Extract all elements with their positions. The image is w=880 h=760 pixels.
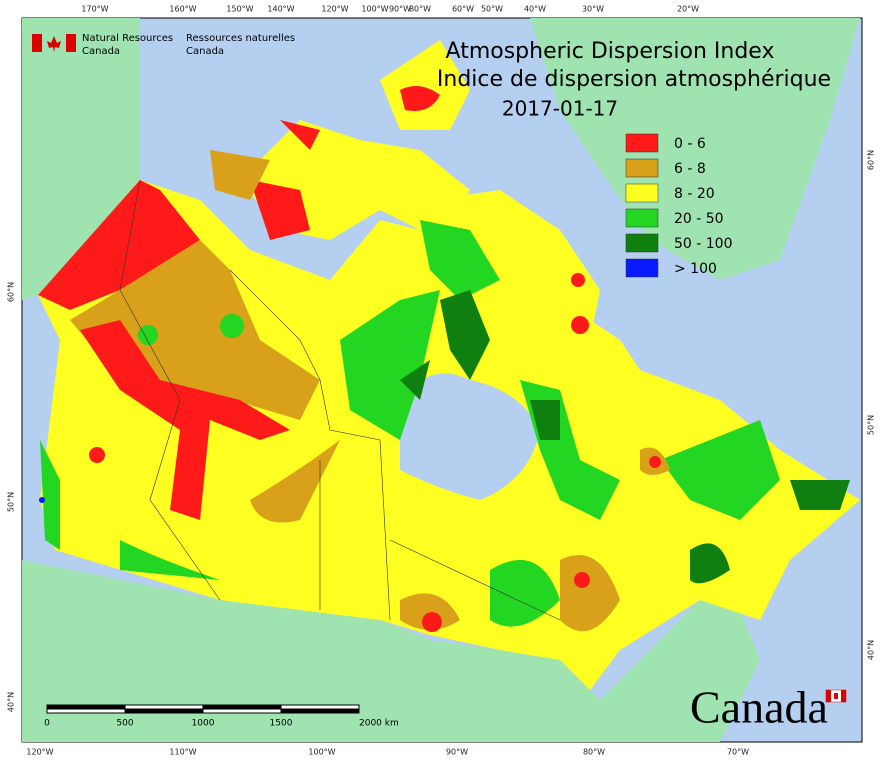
- zone: [571, 273, 585, 287]
- legend-label: 50 - 100: [674, 236, 733, 252]
- longitude-label: 120°W: [26, 748, 53, 757]
- longitude-label: 80°W: [409, 5, 431, 14]
- longitude-label: 60°W: [452, 5, 474, 14]
- logo: [32, 34, 76, 52]
- baffin: [430, 190, 600, 340]
- agency-en: Canada: [82, 46, 120, 57]
- legend-swatch: [625, 258, 659, 278]
- canada: [38, 40, 860, 690]
- longitude-label: 80°W: [583, 748, 605, 757]
- zone: [80, 320, 290, 520]
- latitude-label: 60°N: [867, 150, 876, 170]
- longitude-label: 40°W: [524, 5, 546, 14]
- legend-label: 20 - 50: [674, 211, 724, 227]
- longitude-label: 90°W: [446, 748, 468, 757]
- zone: [400, 290, 490, 400]
- longitude-label: 120°W: [321, 5, 348, 14]
- legend-swatch: [625, 208, 659, 228]
- scale-label: 2000 km: [359, 719, 399, 729]
- scale-label: 0: [44, 719, 50, 729]
- zone: [250, 86, 440, 240]
- title-fr: Indice de dispersion atmosphérique: [437, 67, 831, 92]
- hudson-bay: [400, 373, 540, 500]
- latitude-label: 50°N: [867, 415, 876, 435]
- zone: [649, 456, 661, 468]
- legend-label: 0 - 6: [674, 136, 706, 152]
- longitude-label: 170°W: [81, 5, 108, 14]
- longitude-label: 150°W: [226, 5, 253, 14]
- wordmark: Canada: [690, 682, 828, 733]
- zone: [571, 316, 589, 334]
- scale-bar: [46, 704, 360, 714]
- zone: [39, 497, 45, 503]
- legend-swatch: [625, 183, 659, 203]
- longitude-label: 100°W: [308, 748, 335, 757]
- zone: [138, 325, 158, 345]
- zone: [420, 220, 500, 300]
- title-en: Atmospheric Dispersion Index: [446, 39, 775, 64]
- longitude-label: 30°W: [582, 5, 604, 14]
- legend-label: 6 - 8: [674, 161, 706, 177]
- zone: [490, 380, 620, 627]
- legend-swatch: [625, 133, 659, 153]
- agency-en: Natural Resources: [82, 33, 173, 44]
- scale-label: 1000: [192, 719, 215, 729]
- foreign-land: [22, 18, 860, 742]
- latitude-label: 50°N: [7, 492, 16, 512]
- agency-fr: Ressources naturelles: [186, 33, 295, 44]
- date: 2017-01-17: [502, 97, 618, 121]
- province-borders: [119, 179, 561, 621]
- zone: [574, 572, 590, 588]
- ellesmere: [380, 40, 470, 130]
- zone: [422, 612, 442, 632]
- longitude-label: 20°W: [677, 5, 699, 14]
- scale-label: 1500: [270, 719, 293, 729]
- wordmark-flag: [825, 689, 847, 703]
- longitude-label: 50°W: [481, 5, 503, 14]
- legend-swatch: [625, 158, 659, 178]
- zone: [400, 447, 670, 632]
- zone: [89, 447, 105, 463]
- longitude-label: 100°W: [361, 5, 388, 14]
- latitude-label: 60°N: [7, 282, 16, 302]
- legend-label: > 100: [674, 261, 717, 277]
- longitude-label: 140°W: [267, 5, 294, 14]
- latitude-label: 40°N: [7, 692, 16, 712]
- longitude-label: 90°W: [389, 5, 411, 14]
- legend-label: 8 - 20: [674, 186, 715, 202]
- zone: [220, 314, 244, 338]
- longitude-label: 70°W: [727, 748, 749, 757]
- agency-fr: Canada: [186, 46, 224, 57]
- longitude-label: 110°W: [169, 748, 196, 757]
- scale-label: 500: [116, 719, 133, 729]
- zone: [210, 150, 340, 523]
- longitude-label: 160°W: [169, 5, 196, 14]
- latitude-label: 40°N: [867, 640, 876, 660]
- zone: [38, 180, 200, 310]
- legend-swatch: [625, 233, 659, 253]
- zone: [340, 290, 440, 440]
